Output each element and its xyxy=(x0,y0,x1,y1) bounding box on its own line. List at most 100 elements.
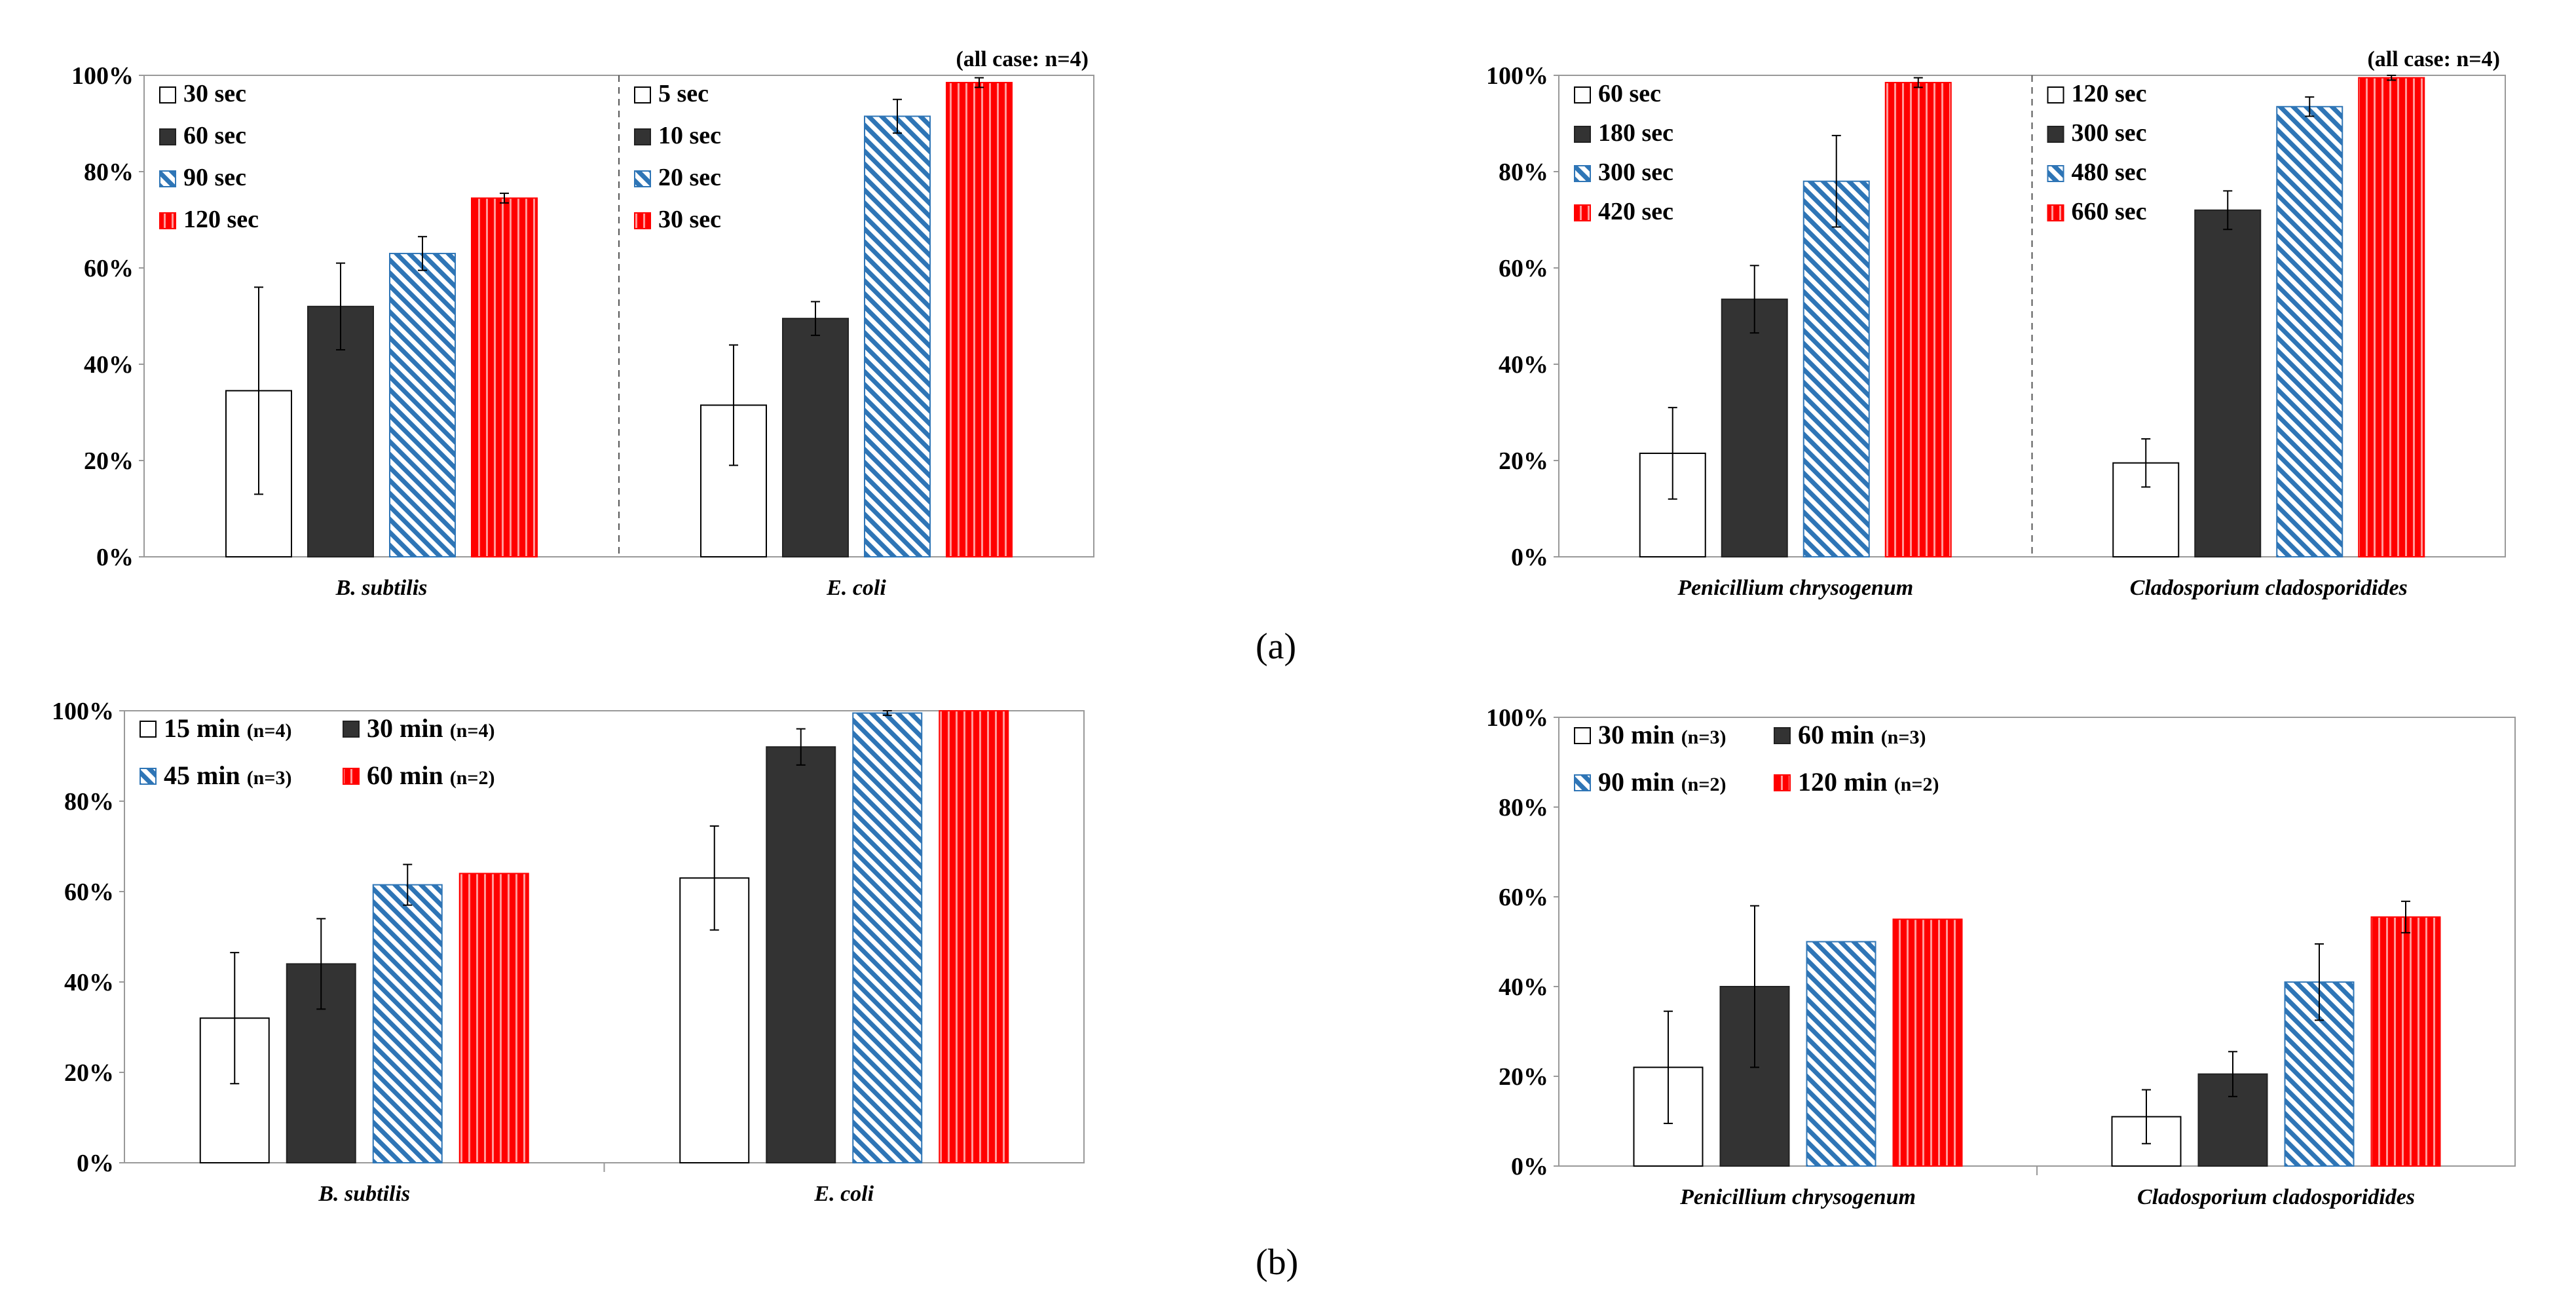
legend-label: 45 min (n=3) xyxy=(164,761,291,790)
legend-swatch xyxy=(159,86,176,104)
legend-label: 90 sec xyxy=(183,164,246,191)
legend-swatch xyxy=(634,128,651,145)
x-category-label: Cladosporium cladosporidides xyxy=(2137,1185,2415,1209)
bar xyxy=(471,197,538,558)
legend-n: (n=3) xyxy=(247,767,292,789)
legend-label: 90 min (n=2) xyxy=(1598,767,1726,797)
legend-swatch xyxy=(1574,165,1591,182)
y-tick-label: 20% xyxy=(1499,1063,1548,1091)
y-tick-label: 20% xyxy=(64,1059,114,1087)
y-tick-label: 60% xyxy=(1499,255,1548,282)
bar xyxy=(766,746,836,1163)
x-category-label: Penicillium chrysogenum xyxy=(1679,1185,1916,1209)
y-tick-label: 100% xyxy=(71,62,134,90)
bar xyxy=(2370,916,2441,1167)
bar xyxy=(2276,105,2343,557)
y-tick-label: 0% xyxy=(96,544,134,571)
legend-n: (n=2) xyxy=(450,767,495,789)
chart-b-right-svg: 0% 20% 40% 60% 80% 100% Penicillium chrysogenu… xyxy=(1486,704,2516,1209)
y-tick-label: 60% xyxy=(84,255,134,282)
y-tick-label: 60% xyxy=(64,878,114,906)
legend-label: 60 min (n=2) xyxy=(367,761,495,790)
y-tick-label: 100% xyxy=(52,698,114,725)
legend-swatch xyxy=(159,212,176,229)
bar xyxy=(389,252,456,557)
legend-swatch xyxy=(140,768,157,785)
legend-swatch xyxy=(2047,86,2064,104)
legend-label: 60 sec xyxy=(1598,80,1661,107)
legend-label: 60 min (n=3) xyxy=(1798,720,1926,749)
x-category-label: Penicillium chrysogenum xyxy=(1677,576,1913,600)
y-tick-label: 0% xyxy=(1511,1153,1548,1180)
legend-n: (n=3) xyxy=(1681,726,1727,748)
legend-swatch xyxy=(634,170,651,187)
legend: 30 min (n=3) 60 min (n=3) 90 min (n=2) 120 … xyxy=(1574,720,1939,797)
bar xyxy=(1884,82,1952,557)
x-category-label: E. coli xyxy=(826,576,886,600)
legend-swatch xyxy=(343,768,360,785)
y-tick-label: 80% xyxy=(64,788,114,816)
legend-swatch xyxy=(2047,165,2064,182)
legend-swatch xyxy=(634,212,651,229)
chart-b-right: 0% 20% 40% 60% 80% 100% Penicillium chrysogenu… xyxy=(1464,698,2518,1235)
legend-swatch xyxy=(159,128,176,145)
bar xyxy=(1892,918,1963,1167)
legend-label: 60 sec xyxy=(183,122,246,149)
bar xyxy=(946,82,1013,557)
bar xyxy=(864,115,931,558)
sample-size-note: (all case: n=4) xyxy=(956,47,1089,71)
legend-label: 120 sec xyxy=(2072,80,2147,107)
chart-a-right-svg: 0% 20% 40% 60% 80% 100% Penicillium chrysogenu… xyxy=(1486,47,2506,600)
bar xyxy=(2194,209,2262,557)
y-tick-label: 80% xyxy=(1499,794,1548,821)
legend-label: 120 sec xyxy=(183,206,259,233)
legend: 15 min (n=4) 30 min (n=4) 45 min (n=3) 60 m… xyxy=(140,713,495,790)
bar xyxy=(679,877,750,1163)
legend-label: 30 sec xyxy=(658,206,721,233)
legend-label: 30 min (n=4) xyxy=(367,713,495,743)
y-tick-label: 80% xyxy=(84,159,134,186)
y-tick-label: 60% xyxy=(1499,884,1548,911)
bar xyxy=(2358,77,2425,558)
legend-swatch xyxy=(1574,126,1591,143)
legend-swatch xyxy=(1574,727,1591,744)
x-category-label: Cladosporium cladosporidides xyxy=(2130,576,2408,600)
legend-label: 420 sec xyxy=(1598,198,1673,225)
x-category-label: B. subtilis xyxy=(335,576,428,600)
chart-a-left-svg: 0% 20% 40% 60% 80% 100% B. subtilis E. coli (all… xyxy=(71,47,1094,600)
legend-swatch xyxy=(343,721,360,738)
legend-label: 5 sec xyxy=(658,80,709,107)
legend-label: 300 sec xyxy=(1598,159,1673,186)
legend-swatch xyxy=(140,721,157,738)
legend-label: 660 sec xyxy=(2072,198,2147,225)
legend-label: 10 sec xyxy=(658,122,721,149)
bar xyxy=(372,884,443,1163)
bar xyxy=(1806,941,1876,1167)
legend-swatch xyxy=(1774,727,1791,744)
legend-label: 20 sec xyxy=(658,164,721,191)
y-tick-label: 40% xyxy=(64,969,114,996)
y-tick-label: 40% xyxy=(84,351,134,379)
x-category-label: E. coli xyxy=(813,1182,874,1206)
legend-swatch xyxy=(634,86,651,104)
legend-label: 30 min (n=3) xyxy=(1598,720,1726,749)
legend-swatch xyxy=(1774,774,1791,791)
bar xyxy=(1802,180,1870,557)
bar xyxy=(852,712,923,1163)
legend-n: (n=2) xyxy=(1894,774,1939,795)
legend-swatch xyxy=(159,170,176,187)
legend-label: 120 min (n=2) xyxy=(1798,767,1939,797)
legend-swatch xyxy=(1574,86,1591,104)
y-tick-label: 20% xyxy=(84,447,134,475)
caption-a: (a) xyxy=(1256,626,1297,667)
y-tick-label: 20% xyxy=(1499,447,1548,475)
legend-label: 180 sec xyxy=(1598,119,1673,147)
y-tick-label: 40% xyxy=(1499,973,1548,1001)
chart-a-left: 0% 20% 40% 60% 80% 100% B. subtilis E. coli (all… xyxy=(59,36,1094,613)
legend-swatch xyxy=(2047,204,2064,221)
x-category-label: B. subtilis xyxy=(318,1182,410,1206)
bar xyxy=(458,873,529,1163)
legend-n: (n=4) xyxy=(247,720,292,742)
y-tick-label: 0% xyxy=(77,1150,114,1177)
y-tick-label: 40% xyxy=(1499,351,1548,379)
